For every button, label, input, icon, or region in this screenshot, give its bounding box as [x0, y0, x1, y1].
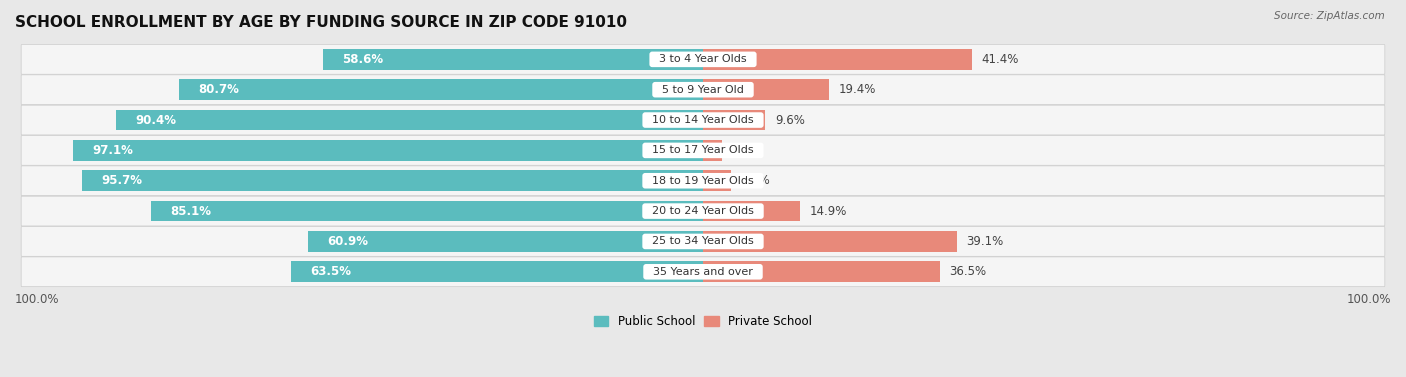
Bar — [703, 49, 972, 70]
FancyBboxPatch shape — [21, 257, 1385, 287]
FancyBboxPatch shape — [21, 105, 1385, 135]
Text: 20 to 24 Year Olds: 20 to 24 Year Olds — [645, 206, 761, 216]
FancyBboxPatch shape — [21, 227, 1385, 256]
Text: 25 to 34 Year Olds: 25 to 34 Year Olds — [645, 236, 761, 247]
Text: 14.9%: 14.9% — [810, 205, 846, 218]
Text: 58.6%: 58.6% — [342, 53, 384, 66]
Bar — [703, 80, 830, 100]
Text: 35 Years and over: 35 Years and over — [647, 267, 759, 277]
Text: 10 to 14 Year Olds: 10 to 14 Year Olds — [645, 115, 761, 125]
Text: 85.1%: 85.1% — [170, 205, 211, 218]
Text: 95.7%: 95.7% — [101, 174, 142, 187]
Bar — [117, 110, 703, 130]
Text: 15 to 17 Year Olds: 15 to 17 Year Olds — [645, 146, 761, 155]
Bar — [703, 170, 731, 191]
Text: SCHOOL ENROLLMENT BY AGE BY FUNDING SOURCE IN ZIP CODE 91010: SCHOOL ENROLLMENT BY AGE BY FUNDING SOUR… — [15, 15, 627, 30]
Text: 3 to 4 Year Olds: 3 to 4 Year Olds — [652, 54, 754, 64]
FancyBboxPatch shape — [21, 135, 1385, 165]
Text: 36.5%: 36.5% — [949, 265, 987, 278]
Text: 63.5%: 63.5% — [311, 265, 352, 278]
Bar — [703, 201, 800, 221]
Bar — [308, 231, 703, 252]
Text: 60.9%: 60.9% — [328, 235, 368, 248]
Text: 5 to 9 Year Old: 5 to 9 Year Old — [655, 85, 751, 95]
Bar — [179, 80, 703, 100]
Text: Source: ZipAtlas.com: Source: ZipAtlas.com — [1274, 11, 1385, 21]
Bar — [703, 231, 956, 252]
Text: 19.4%: 19.4% — [838, 83, 876, 96]
Legend: Public School, Private School: Public School, Private School — [589, 311, 817, 333]
Text: 4.3%: 4.3% — [741, 174, 770, 187]
Bar — [291, 262, 703, 282]
Bar — [703, 140, 721, 161]
Text: 18 to 19 Year Olds: 18 to 19 Year Olds — [645, 176, 761, 186]
Bar — [703, 110, 765, 130]
Bar — [322, 49, 703, 70]
Bar — [150, 201, 703, 221]
Text: 100.0%: 100.0% — [1347, 293, 1391, 306]
Bar — [82, 170, 703, 191]
Text: 80.7%: 80.7% — [198, 83, 239, 96]
Text: 9.6%: 9.6% — [775, 113, 804, 127]
Text: 90.4%: 90.4% — [136, 113, 177, 127]
Bar — [73, 140, 703, 161]
Text: 100.0%: 100.0% — [15, 293, 59, 306]
Text: 2.9%: 2.9% — [731, 144, 762, 157]
Text: 41.4%: 41.4% — [981, 53, 1019, 66]
FancyBboxPatch shape — [21, 166, 1385, 196]
Bar — [703, 262, 939, 282]
Text: 97.1%: 97.1% — [93, 144, 134, 157]
FancyBboxPatch shape — [21, 44, 1385, 74]
FancyBboxPatch shape — [21, 196, 1385, 226]
Text: 39.1%: 39.1% — [966, 235, 1004, 248]
FancyBboxPatch shape — [21, 75, 1385, 104]
